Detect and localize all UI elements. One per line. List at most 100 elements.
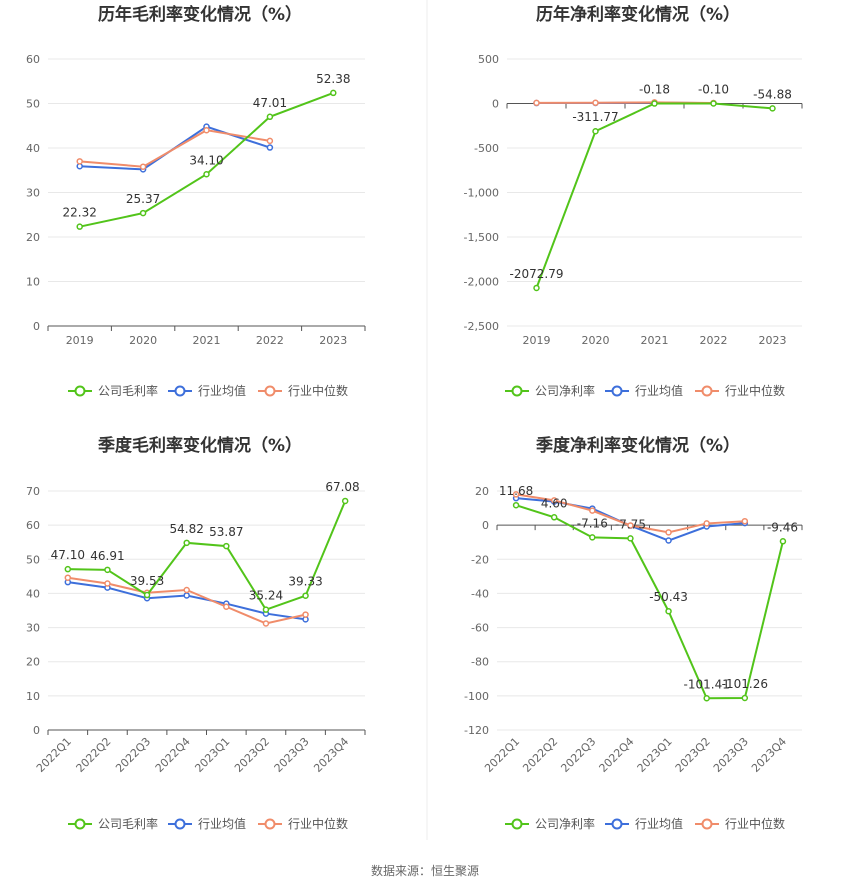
data-label: 39.33 bbox=[288, 575, 322, 589]
data-point-industry_median bbox=[203, 126, 210, 134]
data-point-company bbox=[592, 127, 599, 135]
data-point-company bbox=[143, 591, 151, 599]
data-point-company bbox=[262, 606, 270, 613]
data-point-company bbox=[741, 694, 749, 702]
data-point-company bbox=[64, 565, 72, 573]
legend-label: 公司毛利率 bbox=[98, 383, 158, 398]
x-tick-label: 2022Q3 bbox=[113, 735, 153, 775]
data-label: 53.87 bbox=[209, 525, 243, 539]
x-tick-label: 2019 bbox=[66, 334, 94, 347]
y-tick-label: 40 bbox=[26, 587, 40, 600]
legend-swatch-marker bbox=[701, 385, 713, 397]
legend-swatch-marker bbox=[611, 385, 623, 397]
legend-swatch-marker bbox=[511, 385, 523, 397]
data-label: -101.41 bbox=[684, 677, 730, 691]
legend-item-industry_avg[interactable]: 行业均值 bbox=[168, 383, 246, 398]
data-point-industry_median bbox=[266, 137, 274, 145]
y-tick-label: 0 bbox=[33, 724, 40, 737]
data-point-industry_median bbox=[262, 620, 270, 627]
legend-label: 行业中位数 bbox=[288, 816, 348, 831]
y-tick-label: -1,500 bbox=[464, 231, 499, 244]
legend-label: 行业中位数 bbox=[288, 383, 348, 398]
x-tick-label: 2023 bbox=[759, 334, 787, 347]
legend-item-industry_median[interactable]: 行业中位数 bbox=[695, 383, 785, 398]
x-tick-label: 2023Q3 bbox=[272, 735, 312, 775]
data-label: 54.82 bbox=[170, 522, 204, 536]
data-label: -311.77 bbox=[572, 110, 618, 124]
legend-item-industry_avg[interactable]: 行业均值 bbox=[605, 383, 683, 398]
y-tick-label: 40 bbox=[26, 142, 40, 155]
legend-item-company[interactable]: 公司毛利率 bbox=[68, 816, 158, 831]
data-point-company bbox=[627, 535, 634, 542]
data-point-company bbox=[550, 514, 558, 521]
legend-swatch-marker bbox=[611, 818, 623, 830]
chart-panel-1: 历年毛利率变化情况（%） 0 10 20 30 40 50 60 2019 2020 2021 202… bbox=[26, 4, 366, 398]
data-point-industry_median bbox=[627, 522, 634, 529]
data-point-industry_median bbox=[665, 529, 672, 536]
data-label: 46.91 bbox=[90, 549, 124, 563]
data-point-industry_median bbox=[550, 497, 558, 504]
x-tick-label: 2022Q2 bbox=[520, 735, 560, 775]
chart-title: 季度净利率变化情况（%） bbox=[536, 435, 740, 456]
series-line-industry_median bbox=[79, 129, 271, 168]
x-tick-label: 2022Q4 bbox=[596, 735, 636, 775]
y-tick-label: -2,000 bbox=[464, 276, 499, 289]
data-point-industry_median bbox=[703, 520, 710, 527]
y-tick-label: 30 bbox=[26, 622, 40, 635]
data-label: 47.01 bbox=[253, 96, 287, 110]
x-tick-label: 2023Q4 bbox=[749, 735, 789, 775]
data-label: 39.53 bbox=[130, 574, 164, 588]
legend-item-industry_median[interactable]: 行业中位数 bbox=[695, 816, 785, 831]
y-tick-label: 50 bbox=[26, 98, 40, 111]
legend-swatch-marker bbox=[264, 818, 276, 830]
data-label: -0.10 bbox=[698, 83, 729, 97]
legend-item-industry_median[interactable]: 行业中位数 bbox=[258, 383, 348, 398]
legend-swatch-marker bbox=[74, 385, 86, 397]
y-tick-label: -40 bbox=[471, 587, 489, 600]
legend-label: 公司毛利率 bbox=[98, 816, 158, 831]
legend-item-company[interactable]: 公司净利率 bbox=[505, 816, 595, 831]
x-tick-label: 2023Q1 bbox=[192, 735, 232, 775]
data-label: -7.16 bbox=[577, 516, 608, 530]
y-tick-label: 0 bbox=[482, 519, 489, 532]
x-tick-label: 2021 bbox=[193, 334, 221, 347]
data-label: 67.08 bbox=[325, 480, 359, 494]
data-point-industry_avg bbox=[183, 592, 190, 599]
data-point-industry_median bbox=[76, 158, 83, 165]
x-tick-label: 2022Q4 bbox=[153, 735, 193, 775]
y-tick-label: -60 bbox=[471, 622, 489, 635]
legend-item-company[interactable]: 公司净利率 bbox=[505, 383, 595, 398]
legend-label: 公司净利率 bbox=[535, 383, 595, 398]
data-point-company bbox=[651, 100, 658, 107]
legend-label: 行业均值 bbox=[635, 383, 683, 398]
x-tick-label: 2022 bbox=[700, 334, 728, 347]
legend-swatch-marker bbox=[74, 818, 86, 830]
x-tick-label: 2020 bbox=[129, 334, 157, 347]
legend-item-industry_avg[interactable]: 行业均值 bbox=[605, 816, 683, 831]
x-tick-label: 2023 bbox=[319, 334, 347, 347]
data-point-company bbox=[341, 497, 349, 505]
data-point-industry_median bbox=[302, 611, 309, 618]
data-point-company bbox=[589, 534, 596, 541]
legend-item-industry_avg[interactable]: 行业均值 bbox=[168, 816, 246, 831]
data-point-industry_avg bbox=[266, 144, 274, 151]
y-tick-label: 50 bbox=[26, 553, 40, 566]
data-point-company bbox=[266, 113, 274, 121]
series-line-company bbox=[67, 500, 347, 611]
y-tick-label: -1,000 bbox=[464, 187, 499, 200]
legend-item-company[interactable]: 公司毛利率 bbox=[68, 383, 158, 398]
x-tick-label: 2022Q1 bbox=[482, 735, 522, 775]
data-point-company bbox=[223, 542, 230, 550]
data-point-company bbox=[302, 592, 309, 599]
y-tick-label: -120 bbox=[464, 724, 489, 737]
data-point-industry_median bbox=[139, 163, 147, 170]
y-tick-label: 60 bbox=[26, 519, 40, 532]
legend-label: 公司净利率 bbox=[535, 816, 595, 831]
y-tick-label: 20 bbox=[475, 485, 489, 498]
legend-label: 行业均值 bbox=[635, 816, 683, 831]
chart-title: 历年毛利率变化情况（%） bbox=[98, 4, 302, 25]
legend-item-industry_median[interactable]: 行业中位数 bbox=[258, 816, 348, 831]
x-tick-label: 2023Q4 bbox=[311, 735, 351, 775]
